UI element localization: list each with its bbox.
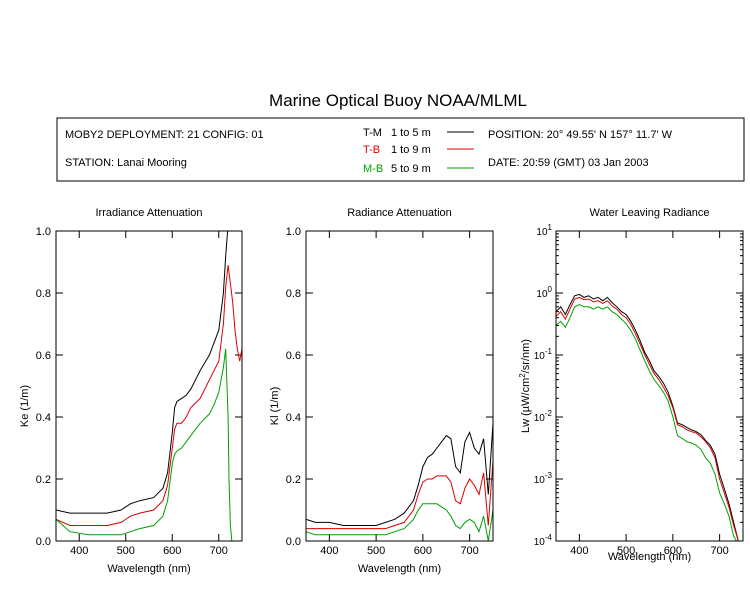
chart3-xtick-label: 400 (570, 545, 588, 557)
chart1-series-t-b (56, 265, 242, 526)
legend-item-m-b: M-B 5 to 9 m (363, 163, 474, 175)
legend-code-t-b: T-B (363, 144, 380, 156)
figure-title: Marine Optical Buoy NOAA/MLML (269, 91, 527, 110)
chart1-xlabel: Wavelength (nm) (107, 563, 190, 575)
chart3-series-t-m (556, 293, 740, 541)
legend-range-t-m: 1 to 5 m (391, 127, 431, 139)
chart2-series (306, 423, 493, 541)
chart2-xtick-label: 600 (414, 545, 432, 557)
chart3-ytick-label: 100 (536, 285, 552, 300)
position-text: POSITION: 20° 49.55' N 157° 11.7' W (488, 129, 673, 141)
chart3-ytick-label: 10-4 (534, 533, 553, 548)
legend-range-m-b: 5 to 9 m (391, 163, 431, 175)
chart1-ytick-label: 0.4 (36, 412, 51, 424)
legend-range-t-b: 1 to 9 m (391, 144, 431, 156)
chart2-frame (305, 230, 494, 542)
chart1-frame (55, 230, 243, 542)
chart2-ytick-label: 0.8 (286, 288, 301, 300)
chart-panels: Irradiance Attenuation 400 500 600 700 0.0 0.2… (19, 207, 744, 575)
chart1-ytick-label: 0.6 (36, 350, 51, 362)
chart2-series-t-b (306, 460, 493, 530)
chart3-xtick-label: 700 (710, 545, 728, 557)
chart2-ytick-label: 1.0 (286, 226, 301, 238)
chart3-ytick-label: 101 (536, 223, 552, 238)
chart2-xtick-label: 700 (460, 545, 478, 557)
date-text: DATE: 20:59 (GMT) 03 Jan 2003 (488, 157, 649, 169)
chart2-series-t-m (306, 423, 493, 526)
legend-item-t-b: T-B 1 to 9 m (363, 144, 474, 156)
chart1-xtick-label: 700 (210, 545, 228, 557)
chart1-ylabel: Ke (1/m) (19, 385, 31, 427)
chart2-ytick-label: 0.4 (286, 412, 301, 424)
chart3-ytick-label: 10-3 (534, 471, 553, 486)
chart3-xtick-label: 600 (664, 545, 682, 557)
chart3-xtick-label: 500 (617, 545, 635, 557)
chart3-xlabel: Wavelength (nm) (608, 551, 691, 563)
chart1-ytick-label: 0.0 (36, 536, 51, 548)
chart3-series (556, 293, 740, 541)
station-text: STATION: Lanai Mooring (65, 157, 187, 169)
chart3-ylabel: Lw (µW/cm2/sr/nm) (518, 339, 532, 433)
info-box: MOBY2 DEPLOYMENT: 21 CONFIG: 01 STATION:… (56, 117, 745, 182)
chart1-title: Irradiance Attenuation (95, 207, 202, 219)
chart2-title: Radiance Attenuation (347, 207, 452, 219)
chart2-xlabel: Wavelength (nm) (358, 563, 441, 575)
chart3-ytick-label: 10-2 (534, 409, 553, 424)
legend: T-M 1 to 5 m T-B 1 to 9 m M-B 5 to 9 m (363, 127, 474, 175)
chart2-xtick-label: 500 (367, 545, 385, 557)
deployment-text: MOBY2 DEPLOYMENT: 21 CONFIG: 01 (65, 129, 264, 141)
chart2-ytick-label: 0.6 (286, 350, 301, 362)
chart3-series-t-b (556, 296, 740, 541)
chart2-ytick-label: 0.0 (286, 536, 301, 548)
legend-code-m-b: M-B (363, 163, 383, 175)
info-box-border (56, 117, 745, 182)
chart3-ytick-label: 10-1 (534, 347, 553, 362)
chart3-title: Water Leaving Radiance (589, 207, 709, 219)
chart2-xtick-label: 400 (320, 545, 338, 557)
chart1-xtick-label: 500 (117, 545, 135, 557)
chart3-frame (555, 230, 744, 542)
chart1-xtick-label: 400 (70, 545, 88, 557)
legend-item-t-m: T-M 1 to 5 m (363, 127, 474, 139)
chart2-ylabel: Kl (1/m) (269, 387, 281, 426)
chart1-series (56, 231, 242, 541)
chart1-series-t-m (56, 231, 229, 514)
chart2-series-m-b (306, 503, 493, 541)
legend-code-t-m: T-M (363, 127, 382, 139)
chart3: Water Leaving Radiance 400 500 600 700 10-4 10… (518, 207, 744, 563)
chart2: Radiance Attenuation 400 500 600 700 0.0 0.2 0.… (269, 207, 494, 575)
chart1-series-m-b (56, 348, 233, 541)
chart1-xtick-label: 600 (163, 545, 181, 557)
chart3-series-m-b (556, 304, 738, 541)
chart1-ytick-label: 0.8 (36, 288, 51, 300)
chart2-ytick-label: 0.2 (286, 474, 301, 486)
chart1-ytick-label: 0.2 (36, 474, 51, 486)
chart1-ytick-label: 1.0 (36, 226, 51, 238)
chart1: Irradiance Attenuation 400 500 600 700 0.0 0.2… (19, 207, 243, 575)
